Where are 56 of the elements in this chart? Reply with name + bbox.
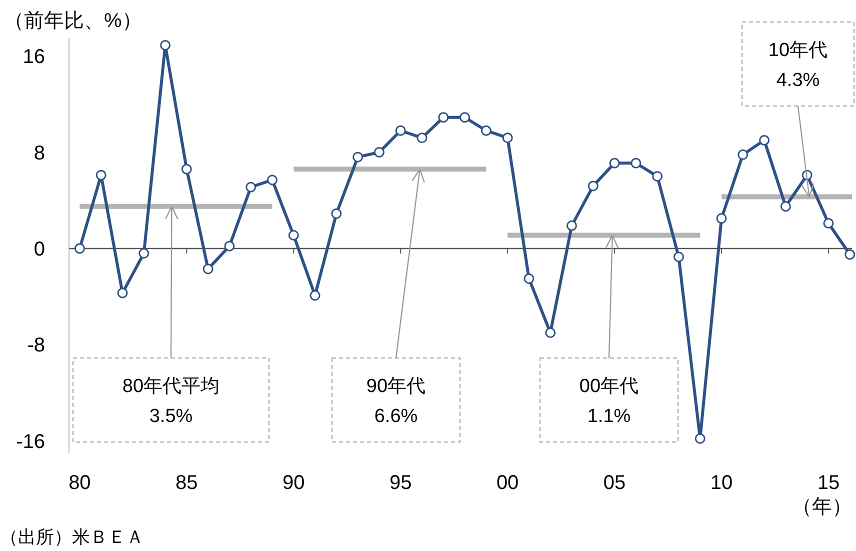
- point: [224, 240, 235, 252]
- y-axis-title: （前年比、%）: [4, 10, 142, 32]
- point: [545, 327, 556, 338]
- point: [138, 248, 150, 259]
- x-tick-label: 95: [389, 472, 412, 494]
- annotation: 00年代 1.1%: [579, 376, 639, 427]
- point: [460, 112, 470, 123]
- point: [288, 230, 299, 241]
- point: [609, 158, 620, 168]
- text: （出所）米ＢＥＡ: [0, 527, 144, 548]
- point: [716, 213, 727, 224]
- point: [74, 243, 85, 254]
- point: [566, 220, 577, 231]
- point: [759, 134, 770, 146]
- y-tick-label: 16: [22, 46, 45, 68]
- point: [588, 180, 598, 192]
- point: [438, 112, 449, 123]
- point: [524, 273, 534, 284]
- y-tick-label: -16: [16, 430, 45, 453]
- y-tick-label: 8: [34, 142, 45, 164]
- x-tick-label: 15: [817, 472, 840, 494]
- point: [202, 264, 214, 274]
- point: [652, 171, 663, 182]
- point: [780, 201, 791, 212]
- y-tick-label: -8: [27, 334, 45, 357]
- x-tick-label: 05: [603, 472, 626, 494]
- point: [630, 158, 642, 168]
- point: [738, 149, 748, 160]
- x-tick-label: 85: [176, 472, 198, 494]
- point: [352, 152, 364, 162]
- point: [374, 147, 384, 158]
- point: [823, 218, 834, 228]
- point: [395, 125, 406, 136]
- x-axis-title: （年）: [792, 496, 852, 518]
- point: [673, 252, 684, 262]
- x-tick-label: 90: [282, 472, 305, 494]
- annotation: 90年代 6.6%: [366, 376, 426, 427]
- point: [266, 174, 278, 186]
- point: [96, 170, 106, 180]
- annotation: 80年代平均 3.5%: [122, 376, 220, 427]
- x-tick-label: 80: [68, 472, 91, 494]
- point: [502, 132, 513, 144]
- point: [480, 125, 492, 136]
- point: [117, 288, 128, 298]
- point: [844, 249, 856, 260]
- point: [181, 164, 192, 174]
- x-tick-label: 10: [710, 472, 733, 494]
- point: [160, 40, 171, 50]
- point: [694, 433, 706, 444]
- x-tick-label: 00: [496, 472, 519, 494]
- point: [246, 182, 256, 192]
- point: [310, 290, 320, 301]
- point: [416, 132, 428, 144]
- y-tick-label: 0: [34, 238, 45, 261]
- point: [331, 208, 342, 219]
- annotation: 10年代 4.3%: [768, 40, 828, 91]
